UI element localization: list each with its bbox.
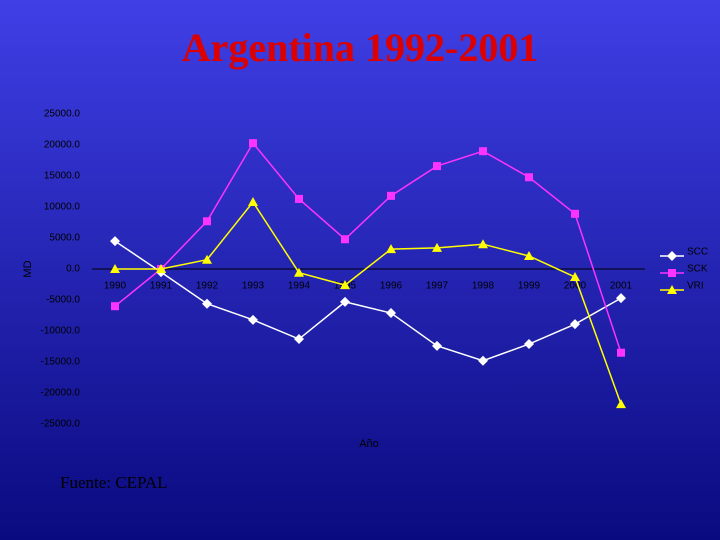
data-point <box>616 399 626 409</box>
data-point <box>479 147 487 156</box>
data-point <box>110 264 120 273</box>
data-point <box>524 250 534 260</box>
x-tick-label: 1993 <box>242 281 265 292</box>
x-tick-label: 1991 <box>150 281 173 292</box>
y-tick-label: -20000.0 <box>41 388 81 399</box>
x-axis-label: Año <box>359 438 379 450</box>
data-point <box>248 197 258 207</box>
data-point <box>386 244 396 254</box>
legend-marker <box>667 285 677 294</box>
data-point <box>202 298 212 309</box>
x-tick-label: 1994 <box>288 281 311 292</box>
data-point <box>432 340 442 351</box>
data-point <box>294 334 304 345</box>
data-point <box>525 173 533 182</box>
data-point <box>156 264 166 273</box>
y-tick-label: -5000.0 <box>46 295 80 306</box>
data-point <box>203 217 211 226</box>
x-tick-label: 1997 <box>426 281 449 292</box>
y-tick-label: 0.0 <box>66 264 80 275</box>
y-tick-label: -25000.0 <box>41 419 81 430</box>
data-point <box>294 267 304 277</box>
x-tick-label: 1998 <box>472 281 495 292</box>
y-tick-label: 25000.0 <box>44 109 81 120</box>
source-note: Fuente: CEPAL <box>60 473 168 492</box>
x-tick-label: 1992 <box>196 281 219 292</box>
legend-label: VRI <box>687 281 704 292</box>
x-tick-label: 2000 <box>564 281 587 292</box>
data-point <box>387 191 395 200</box>
data-point <box>111 302 119 311</box>
data-point <box>340 296 350 307</box>
y-tick-label: -10000.0 <box>41 326 81 337</box>
data-point <box>295 194 303 203</box>
data-point <box>386 308 396 319</box>
legend-label: SCK <box>687 264 708 275</box>
data-point <box>432 242 442 252</box>
series-line <box>114 141 622 353</box>
data-point <box>616 293 626 304</box>
data-point <box>570 319 580 330</box>
y-tick-label: 20000.0 <box>44 140 81 151</box>
data-point <box>110 236 120 247</box>
series-line <box>114 240 622 362</box>
data-point <box>248 314 258 325</box>
y-tick-label: 5000.0 <box>49 233 80 244</box>
data-point <box>202 254 212 264</box>
data-point <box>341 235 349 244</box>
x-tick-label: 1999 <box>518 281 541 292</box>
legend-label: SCC <box>687 247 708 258</box>
legend-marker <box>667 251 677 261</box>
y-axis-label: MD <box>22 260 34 277</box>
data-point <box>478 355 488 366</box>
series-line <box>115 200 622 405</box>
data-point <box>433 162 441 171</box>
y-tick-label: 10000.0 <box>44 202 81 213</box>
y-tick-label: 15000.0 <box>44 171 81 182</box>
data-point <box>617 348 625 357</box>
x-tick-label: 1996 <box>380 281 403 292</box>
data-point <box>524 339 534 350</box>
x-tick-label: 1990 <box>104 281 127 292</box>
x-tick-label: 2001 <box>610 281 633 292</box>
data-point <box>571 209 579 218</box>
data-point <box>570 272 580 282</box>
legend-marker <box>668 269 676 277</box>
chart-title: Argentina 1992-2001 <box>182 25 539 70</box>
data-point <box>340 280 350 290</box>
y-tick-label: -15000.0 <box>41 357 81 368</box>
data-point <box>478 239 488 249</box>
data-point <box>249 139 257 148</box>
